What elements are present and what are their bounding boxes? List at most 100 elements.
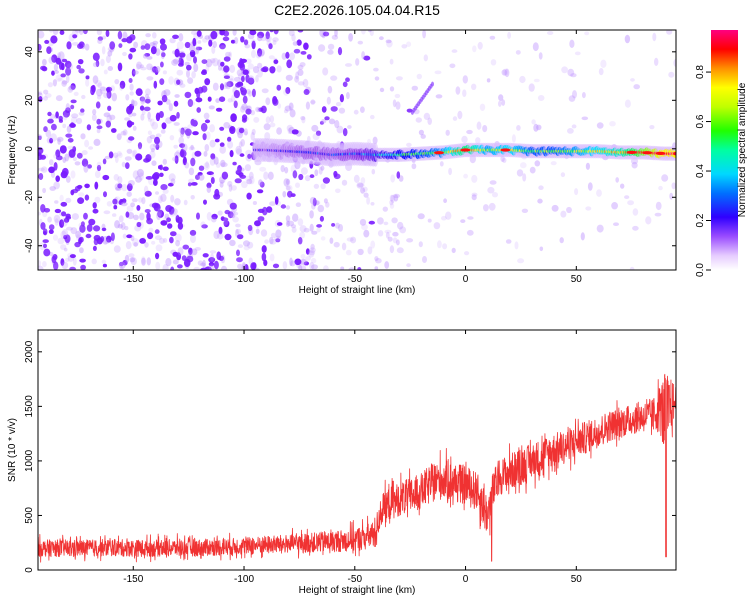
- noise-speck: [106, 201, 113, 207]
- noise-speck: [65, 197, 72, 203]
- noise-speck: [141, 109, 146, 116]
- noise-speck: [276, 222, 283, 226]
- noise-speck: [236, 69, 243, 77]
- noise-speck: [62, 123, 67, 129]
- noise-speck: [162, 158, 167, 165]
- noise-speck: [305, 256, 311, 261]
- noise-speck: [329, 237, 334, 244]
- noise-speck: [192, 37, 197, 47]
- noise-speck: [224, 233, 232, 241]
- noise-speck: [141, 197, 146, 205]
- noise-speck: [455, 86, 461, 95]
- noise-speck: [65, 103, 70, 111]
- noise-speck: [156, 211, 162, 221]
- noise-speck: [59, 194, 64, 202]
- noise-speck: [257, 69, 263, 78]
- noise-speck: [240, 36, 245, 43]
- noise-speck: [232, 161, 237, 166]
- noise-speck: [255, 106, 261, 113]
- noise-speck: [146, 136, 153, 144]
- noise-speck: [133, 214, 139, 221]
- noise-speck: [285, 51, 290, 59]
- noise-speck: [514, 241, 519, 250]
- noise-speck: [489, 180, 497, 185]
- noise-speck: [131, 150, 136, 158]
- noise-speck: [55, 74, 62, 82]
- noise-speck: [274, 235, 281, 242]
- noise-speck: [80, 133, 86, 140]
- noise-speck: [163, 89, 171, 96]
- noise-speck: [173, 144, 178, 149]
- noise-speck: [335, 222, 340, 229]
- noise-speck: [280, 165, 285, 173]
- noise-speck: [406, 41, 412, 47]
- noise-speck: [187, 124, 194, 129]
- noise-speck: [208, 261, 215, 267]
- noise-speck: [502, 157, 507, 163]
- noise-speck: [127, 180, 135, 186]
- noise-speck: [196, 30, 202, 37]
- noise-speck: [283, 178, 291, 187]
- noise-speck: [170, 266, 175, 270]
- noise-speck: [443, 198, 447, 203]
- noise-speck: [370, 202, 375, 206]
- noise-speck: [225, 51, 231, 58]
- noise-speck: [487, 186, 495, 194]
- noise-speck: [202, 253, 209, 258]
- noise-speck: [492, 192, 498, 198]
- noise-speck: [223, 65, 230, 73]
- snr-frame: [37, 329, 677, 571]
- noise-speck: [322, 67, 329, 76]
- x-tick-label: 0: [463, 574, 469, 585]
- noise-speck: [203, 151, 208, 157]
- noise-speck: [128, 136, 135, 141]
- noise-speck: [220, 216, 225, 222]
- noise-speck: [141, 256, 146, 264]
- noise-speck: [223, 122, 230, 129]
- noise-speck: [176, 41, 184, 50]
- noise-speck: [572, 90, 577, 99]
- noise-speck: [321, 119, 327, 124]
- noise-speck: [77, 197, 85, 205]
- noise-speck: [269, 66, 276, 74]
- noise-speck: [359, 218, 367, 226]
- noise-speck: [282, 261, 288, 270]
- noise-speck: [551, 204, 559, 212]
- noise-speck: [150, 67, 158, 74]
- noise-speck: [106, 235, 112, 243]
- noise-speck: [135, 175, 142, 183]
- noise-speck: [486, 78, 491, 83]
- noise-speck: [322, 177, 330, 184]
- noise-speck: [113, 174, 120, 181]
- noise-speck: [319, 121, 324, 125]
- noise-speck: [220, 159, 226, 168]
- noise-speck: [296, 39, 302, 46]
- noise-speck: [141, 257, 146, 266]
- noise-speck: [269, 253, 275, 262]
- noise-speck: [120, 222, 126, 231]
- noise-speck: [162, 188, 169, 194]
- noise-speck: [162, 70, 167, 75]
- noise-speck: [370, 114, 375, 120]
- noise-speck: [93, 138, 101, 146]
- noise-speck: [177, 264, 183, 269]
- noise-speck: [45, 129, 52, 138]
- noise-speck: [310, 257, 317, 264]
- noise-speck: [152, 173, 160, 181]
- noise-speck: [282, 191, 287, 198]
- noise-speck: [62, 114, 68, 121]
- noise-speck: [574, 188, 579, 196]
- noise-speck: [180, 148, 185, 158]
- noise-speck: [174, 48, 180, 58]
- noise-speck: [422, 256, 427, 263]
- noise-speck: [615, 177, 619, 183]
- noise-speck: [118, 43, 123, 48]
- noise-speck: [246, 88, 251, 95]
- noise-speck: [92, 245, 97, 251]
- noise-speck: [244, 105, 251, 110]
- noise-speck: [363, 192, 369, 198]
- x-tick-label: 50: [571, 574, 583, 585]
- noise-speck: [78, 222, 84, 228]
- noise-speck: [213, 260, 219, 270]
- noise-speck: [287, 128, 292, 134]
